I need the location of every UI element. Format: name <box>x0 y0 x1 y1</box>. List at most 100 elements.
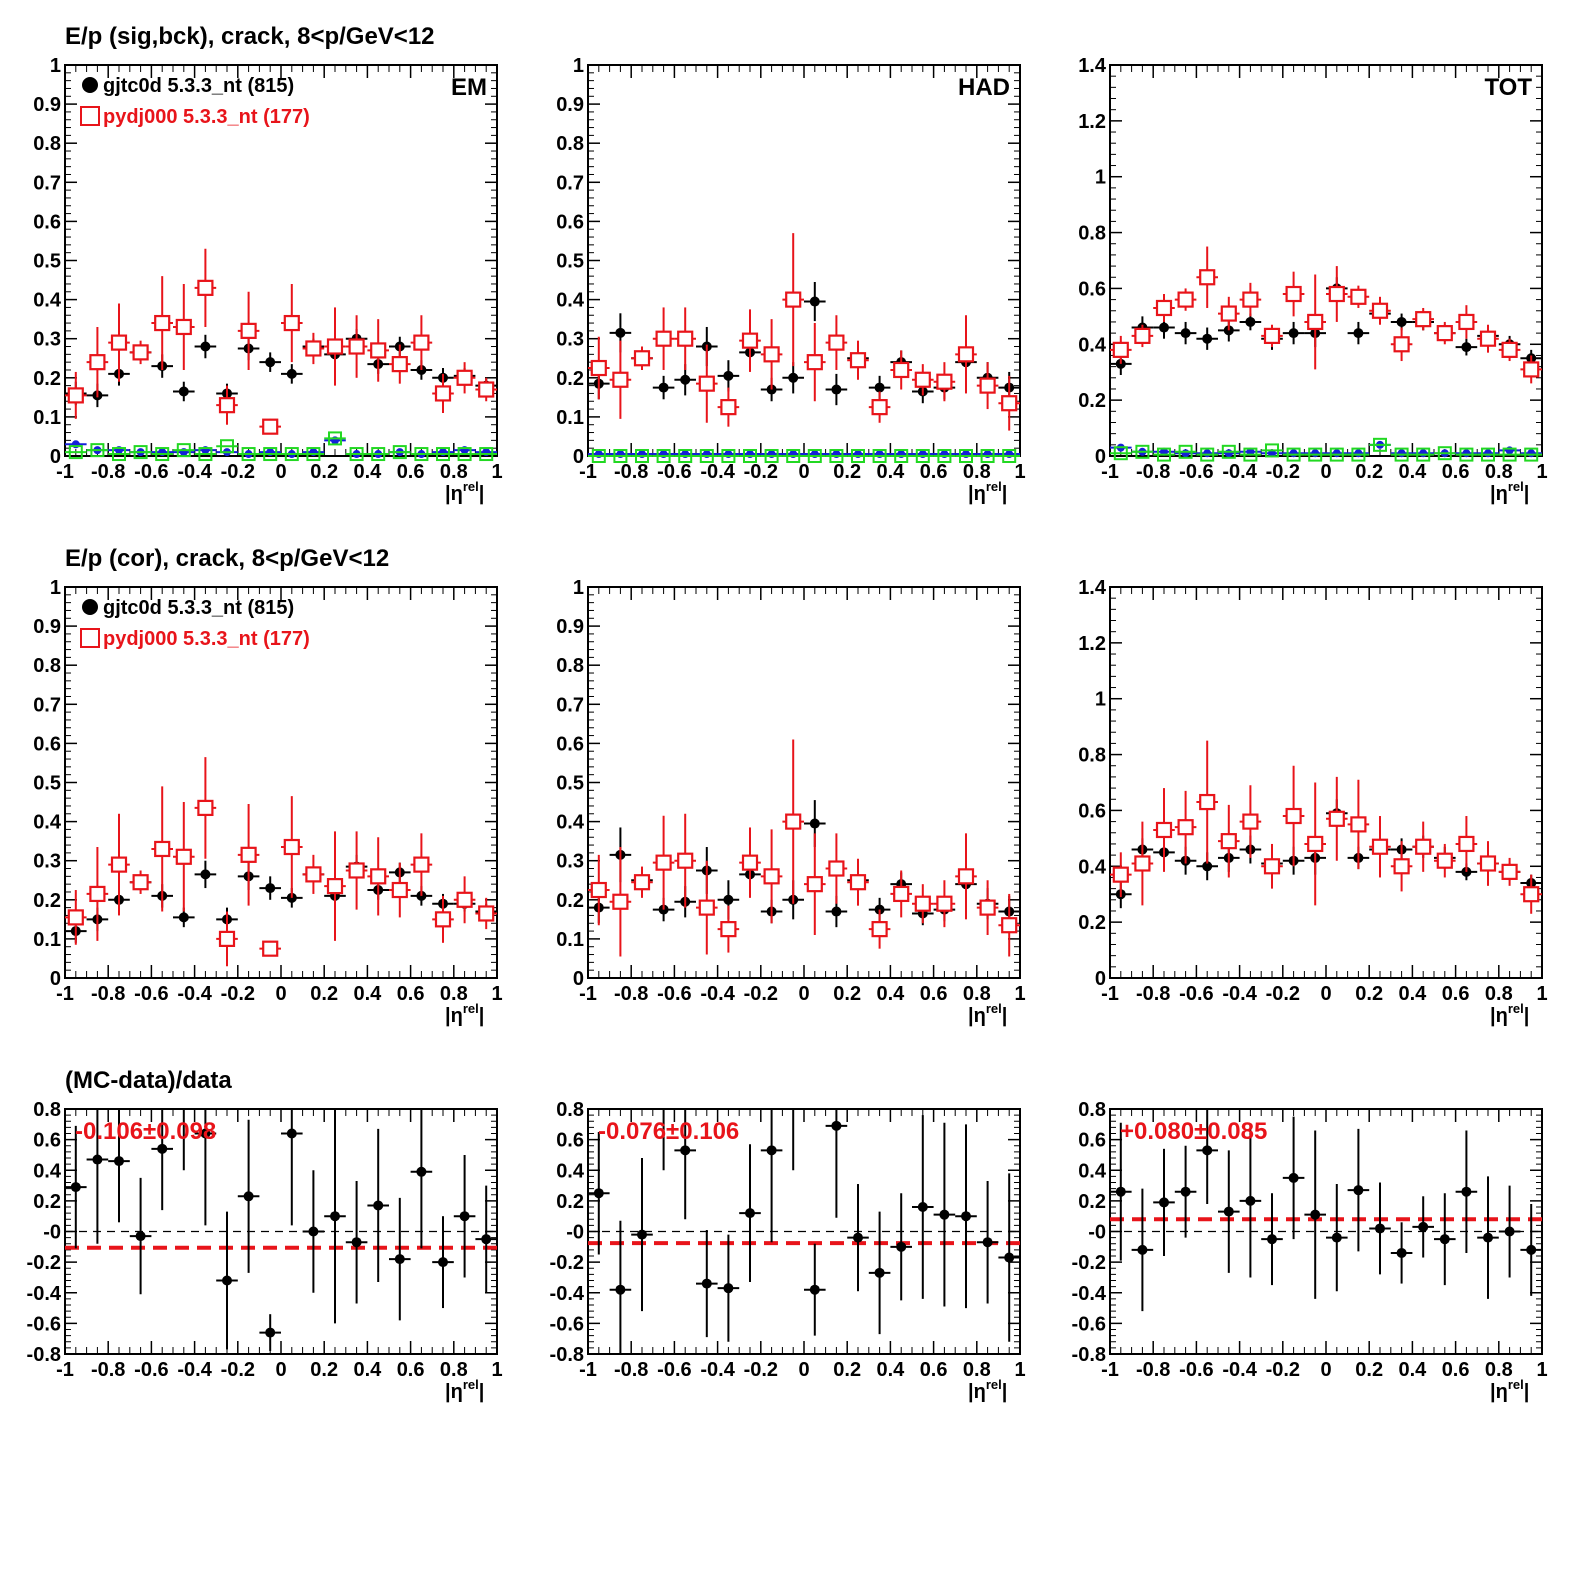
data-point <box>831 906 842 917</box>
x-tick-label: -0.4 <box>1222 983 1257 1005</box>
y-tick-label: 0 <box>50 446 61 468</box>
bkg-mc-point <box>851 449 865 463</box>
mc-point <box>132 344 149 361</box>
mc-point <box>979 899 996 916</box>
bkg-mc-point <box>1373 437 1387 452</box>
x-axis-title: |ηrel| <box>968 1377 1007 1403</box>
data-point <box>1245 316 1256 327</box>
mc-point <box>1285 807 1302 825</box>
bkg-mc-point <box>1351 447 1366 462</box>
y-tick-label: 0.7 <box>33 172 61 194</box>
data-point <box>200 1128 211 1139</box>
x-tick-label: 0 <box>798 461 809 483</box>
y-tick-label: 0.5 <box>33 773 61 795</box>
data-point <box>1159 1197 1169 1208</box>
data-point <box>1202 861 1213 872</box>
data-point <box>1137 1244 1148 1255</box>
y-tick-label: 0.8 <box>556 655 584 677</box>
panel-corner-label: HAD <box>958 74 1010 101</box>
mc-point <box>806 876 823 893</box>
x-tick-label: 0.2 <box>310 983 338 1005</box>
bkg-mc-point <box>68 445 83 460</box>
mc-point <box>785 291 802 308</box>
legend: gjtc0d 5.3.3_nt (815) pydj000 5.3.3_nt (1… <box>80 75 310 128</box>
mc-point <box>1415 838 1432 855</box>
data-point <box>809 818 820 829</box>
data-point <box>723 370 734 381</box>
x-tick-label: 0.4 <box>876 1359 905 1381</box>
x-tick-label: 0 <box>275 1359 286 1381</box>
data-point <box>680 374 691 385</box>
mc-point <box>326 338 344 355</box>
y-tick-label: 1.2 <box>1078 111 1106 133</box>
row-title-corrected: E/p (cor), crack, 8<p/GeV<12 <box>65 545 389 572</box>
mc-point <box>67 909 84 926</box>
bkg-mc-point <box>436 447 450 462</box>
x-tick-label: 0.6 <box>397 461 425 483</box>
x-tick-label: 0.4 <box>353 461 382 483</box>
mc-point <box>110 856 128 873</box>
mc-point <box>1001 395 1018 412</box>
x-tick-label: -0.4 <box>1222 1359 1257 1381</box>
y-tick-label: 0.8 <box>556 1099 584 1121</box>
mc-point <box>1307 313 1324 331</box>
x-tick-label: 0.2 <box>833 1359 861 1381</box>
legend-data-label: gjtc0d 5.3.3_nt (815) <box>103 75 294 97</box>
bkg-mc-point <box>699 449 714 463</box>
x-tick-label: -1 <box>1101 983 1119 1005</box>
data-point <box>637 1229 647 1240</box>
bkg-data-point <box>1203 449 1212 458</box>
data-point <box>1439 1234 1450 1245</box>
x-tick-label: 0.8 <box>440 983 468 1005</box>
y-tick-label: 0.5 <box>33 251 61 273</box>
bkg-mc-point <box>306 447 321 462</box>
data-point <box>788 372 799 383</box>
y-tick-label: -0.8 <box>550 1344 584 1366</box>
x-tick-label: 0 <box>275 461 286 483</box>
data-point <box>243 1191 254 1202</box>
mc-point <box>89 885 106 903</box>
y-tick-label: 0.7 <box>556 172 584 194</box>
mc-point <box>1307 835 1324 853</box>
y-tick-label: 1.4 <box>1078 577 1107 599</box>
y-tick-label: 0.2 <box>556 1191 584 1213</box>
x-tick-label: 0.6 <box>1442 1359 1470 1381</box>
y-tick-label: 0.6 <box>1078 278 1106 300</box>
y-tick-label: 0.4 <box>1078 856 1107 878</box>
mc-point <box>1220 833 1237 850</box>
bkg-mc-point <box>479 447 494 462</box>
mc-point <box>849 352 867 369</box>
mc-point <box>391 356 408 373</box>
panel-sig-em: -1 -0.8 -0.6 -0.4 -0.2 0 0.2 0.4 0.6 0.8 1 0 0.1 0.2 0… <box>33 55 502 505</box>
mc-point <box>893 361 910 379</box>
bkg-mc-point <box>414 447 429 462</box>
y-tick-label: -0.6 <box>550 1313 584 1335</box>
bkg-mc-point <box>371 447 386 462</box>
y-tick-label: 0.4 <box>556 812 585 834</box>
mc-point <box>957 868 975 885</box>
data-point <box>70 1182 81 1193</box>
mc-point <box>957 346 975 363</box>
x-tick-label: -0.2 <box>744 461 778 483</box>
data-point <box>723 1283 734 1294</box>
y-tick-label: 0.4 <box>33 290 62 312</box>
mc-point <box>828 334 845 351</box>
y-tick-label: -0 <box>1088 1222 1106 1244</box>
row-title-signal: E/p (sig,bck), crack, 8<p/GeV<12 <box>65 23 435 50</box>
bkg-mc-point <box>1329 447 1344 462</box>
x-tick-label: -0.4 <box>177 1359 212 1381</box>
mc-point <box>434 385 452 402</box>
data-point <box>680 1145 691 1156</box>
mc-point <box>698 375 715 392</box>
mc-point <box>1393 336 1410 353</box>
x-tick-label: 0.8 <box>1485 461 1513 483</box>
bkg-mc-point <box>937 449 952 463</box>
mc-point <box>763 346 780 363</box>
x-tick-label: -0.8 <box>91 1359 125 1381</box>
x-tick-label: 0.8 <box>440 461 468 483</box>
mc-point <box>1479 855 1497 872</box>
series-mc <box>588 233 1020 431</box>
mc-point <box>1001 917 1018 934</box>
mc-point <box>283 838 300 856</box>
